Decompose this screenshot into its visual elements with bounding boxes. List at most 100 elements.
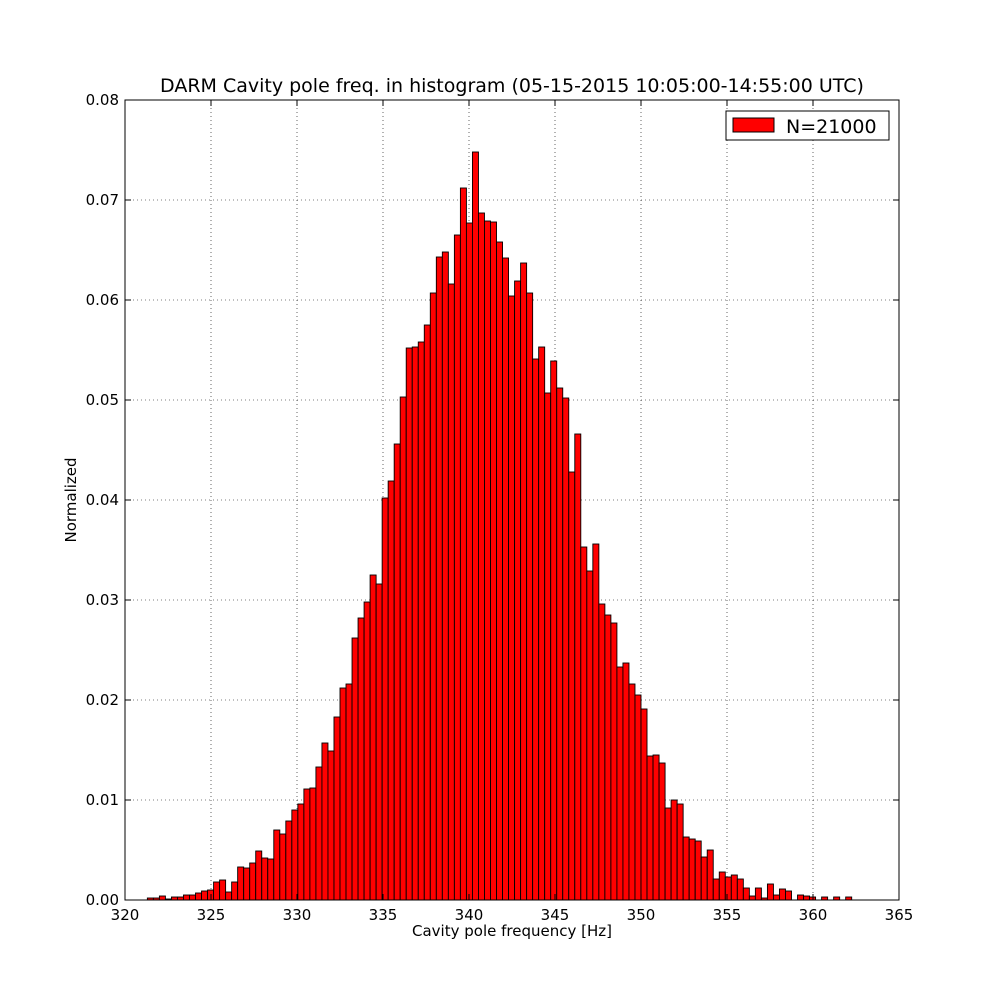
histogram-bar bbox=[158, 895, 166, 901]
x-tick-label: 320 bbox=[111, 906, 140, 924]
histogram-bar bbox=[189, 894, 196, 901]
x-tick-label: 365 bbox=[885, 906, 914, 924]
x-tick-label: 360 bbox=[799, 906, 828, 924]
histogram-bar bbox=[231, 881, 239, 901]
histogram-bar bbox=[652, 754, 660, 901]
histogram-bar bbox=[616, 666, 624, 901]
x-tick-label: 330 bbox=[283, 906, 312, 924]
histogram-bar bbox=[441, 251, 449, 901]
histogram-bar bbox=[357, 617, 365, 901]
histogram-bar bbox=[303, 788, 311, 901]
histogram-bar bbox=[333, 716, 341, 901]
histogram-bar bbox=[429, 292, 437, 901]
histogram-bar bbox=[297, 803, 305, 901]
histogram-bar bbox=[195, 892, 202, 901]
x-tick-label: 335 bbox=[369, 906, 398, 924]
histogram-bar bbox=[742, 887, 750, 901]
histogram-bar bbox=[285, 820, 293, 901]
histogram-bar bbox=[255, 850, 263, 901]
histogram-bar bbox=[785, 890, 792, 901]
histogram-bar bbox=[273, 829, 281, 901]
y-tick-label: 0.01 bbox=[86, 791, 119, 809]
histogram-bar bbox=[291, 809, 299, 901]
x-tick-label: 345 bbox=[541, 906, 570, 924]
histogram-bar bbox=[496, 241, 503, 901]
histogram-bar bbox=[369, 574, 377, 901]
x-tick-label: 355 bbox=[713, 906, 742, 924]
histogram-bar bbox=[568, 471, 576, 901]
histogram-bar bbox=[417, 341, 425, 901]
histogram-bar bbox=[478, 212, 485, 901]
x-tick-label: 350 bbox=[627, 906, 656, 924]
histogram-bar bbox=[724, 876, 732, 901]
histogram-bar bbox=[453, 234, 461, 901]
histogram-bar bbox=[730, 874, 738, 901]
histogram-bar bbox=[538, 346, 546, 901]
y-tick-label: 0.05 bbox=[86, 391, 119, 409]
histogram-bar bbox=[520, 262, 528, 901]
histogram-bar bbox=[399, 396, 407, 901]
histogram-bar bbox=[754, 887, 762, 901]
histogram-bar bbox=[532, 358, 540, 901]
legend-label: N=21000 bbox=[786, 116, 877, 138]
y-tick-label: 0.07 bbox=[86, 191, 119, 209]
histogram-bar bbox=[219, 879, 227, 901]
histogram-bar bbox=[237, 866, 245, 901]
histogram-bar bbox=[772, 894, 780, 901]
histogram-bar bbox=[375, 583, 383, 901]
histogram-bar bbox=[183, 894, 190, 901]
histogram-bars bbox=[146, 151, 853, 901]
histogram-bar bbox=[363, 601, 371, 901]
histogram-bar bbox=[405, 347, 413, 901]
histogram-bar bbox=[213, 881, 221, 901]
tick-labels: 320 325 330 335 340 345 350 355 360 365 0.00 0.01 0.… bbox=[86, 91, 914, 924]
histogram-bar bbox=[544, 392, 552, 901]
histogram-bar bbox=[766, 883, 774, 901]
y-tick-label: 0.06 bbox=[86, 291, 119, 309]
histogram-bar bbox=[267, 858, 275, 901]
histogram-bar bbox=[736, 878, 744, 901]
histogram-bar bbox=[502, 257, 510, 901]
histogram-bar bbox=[779, 888, 786, 901]
histogram-bar bbox=[459, 187, 467, 901]
histogram-bar bbox=[586, 570, 594, 901]
histogram-bar bbox=[592, 543, 600, 901]
histogram-bar bbox=[243, 867, 251, 901]
histogram-bar bbox=[688, 838, 696, 901]
histogram-bar bbox=[598, 603, 606, 901]
histogram-bar bbox=[664, 807, 672, 901]
histogram-bar bbox=[682, 836, 690, 901]
histogram-bar bbox=[580, 546, 588, 901]
histogram-bar bbox=[562, 397, 570, 901]
histogram-bar bbox=[327, 750, 335, 901]
y-tick-label: 0.04 bbox=[86, 491, 119, 509]
histogram-bar bbox=[574, 433, 582, 901]
histogram-bar bbox=[465, 222, 473, 901]
histogram-bar bbox=[797, 894, 804, 901]
y-tick-label: 0.03 bbox=[86, 591, 119, 609]
histogram-bar bbox=[628, 683, 636, 901]
histogram-bar bbox=[471, 151, 479, 901]
histogram-bar bbox=[658, 762, 666, 901]
histogram-bar bbox=[700, 856, 708, 901]
histogram-bar bbox=[622, 662, 630, 901]
histogram-bar bbox=[670, 799, 678, 901]
histogram-bar bbox=[706, 849, 714, 901]
histogram-bar bbox=[490, 221, 497, 901]
histogram-bar bbox=[411, 346, 419, 901]
histogram-bar bbox=[435, 256, 443, 901]
histogram-bar bbox=[447, 283, 455, 901]
axis-ticks bbox=[124, 99, 900, 901]
x-axis-label: Cavity pole frequency [Hz] bbox=[412, 922, 612, 940]
histogram-bar bbox=[321, 742, 329, 901]
histogram-bar bbox=[484, 220, 491, 901]
histogram-bar bbox=[748, 895, 756, 901]
histogram-bar bbox=[646, 755, 654, 901]
histogram-bar bbox=[640, 708, 648, 901]
histogram-bar bbox=[803, 895, 811, 901]
histogram-bar bbox=[351, 637, 359, 901]
histogram-bar bbox=[393, 443, 401, 901]
histogram-bar bbox=[712, 878, 720, 901]
histogram-bar bbox=[315, 766, 323, 901]
histogram-bar bbox=[381, 497, 389, 901]
